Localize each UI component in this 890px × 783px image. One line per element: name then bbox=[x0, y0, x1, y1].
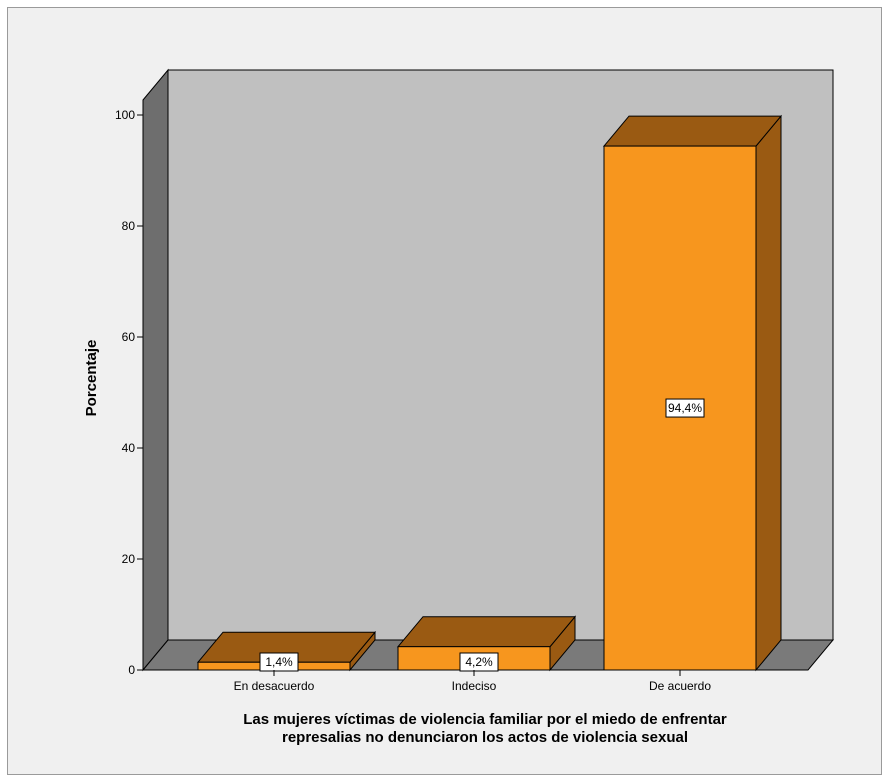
y-axis: 0 20 40 60 80 100 bbox=[115, 100, 144, 677]
bar-group: 4,2% bbox=[396, 615, 577, 672]
bar-chart: 0 20 40 60 80 100 1,4% 4,2% 94,4% En desacuerdo… bbox=[83, 68, 835, 746]
y-tick-label: 0 bbox=[128, 663, 135, 677]
bar-group: 94,4% bbox=[602, 114, 783, 672]
data-label: 94,4% bbox=[668, 401, 702, 415]
chart-frame: 0 20 40 60 80 100 1,4% 4,2% 94,4% En desacuerdo… bbox=[7, 7, 882, 775]
y-tick-label: 60 bbox=[122, 330, 136, 344]
y-tick-label: 100 bbox=[115, 108, 135, 122]
data-label: 4,2% bbox=[465, 655, 493, 669]
bars: 1,4% 4,2% 94,4% bbox=[196, 114, 783, 672]
x-axis-title-line-2: represalias no denunciaron los actos de … bbox=[282, 729, 688, 746]
side-wall bbox=[142, 68, 169, 672]
bar-side bbox=[755, 114, 782, 672]
bar-top bbox=[396, 616, 577, 648]
x-tick-label: Indeciso bbox=[452, 679, 497, 693]
y-tick-label: 20 bbox=[122, 552, 136, 566]
bar-group: 1,4% bbox=[196, 630, 377, 672]
data-label-box bbox=[259, 652, 299, 672]
data-label-box bbox=[665, 398, 705, 418]
x-axis: En desacuerdo Indeciso De acuerdo bbox=[234, 670, 711, 693]
x-tick-label: En desacuerdo bbox=[234, 679, 315, 693]
y-tick-label: 40 bbox=[122, 441, 136, 455]
data-label: 1,4% bbox=[265, 655, 293, 669]
x-tick-label: De acuerdo bbox=[649, 679, 711, 693]
y-axis-title: Porcentaje bbox=[83, 340, 100, 417]
data-label-box bbox=[459, 652, 499, 672]
y-tick-label: 80 bbox=[122, 219, 136, 233]
x-axis-title-line-1: Las mujeres víctimas de violencia famili… bbox=[243, 711, 727, 728]
bar-top bbox=[602, 115, 783, 147]
